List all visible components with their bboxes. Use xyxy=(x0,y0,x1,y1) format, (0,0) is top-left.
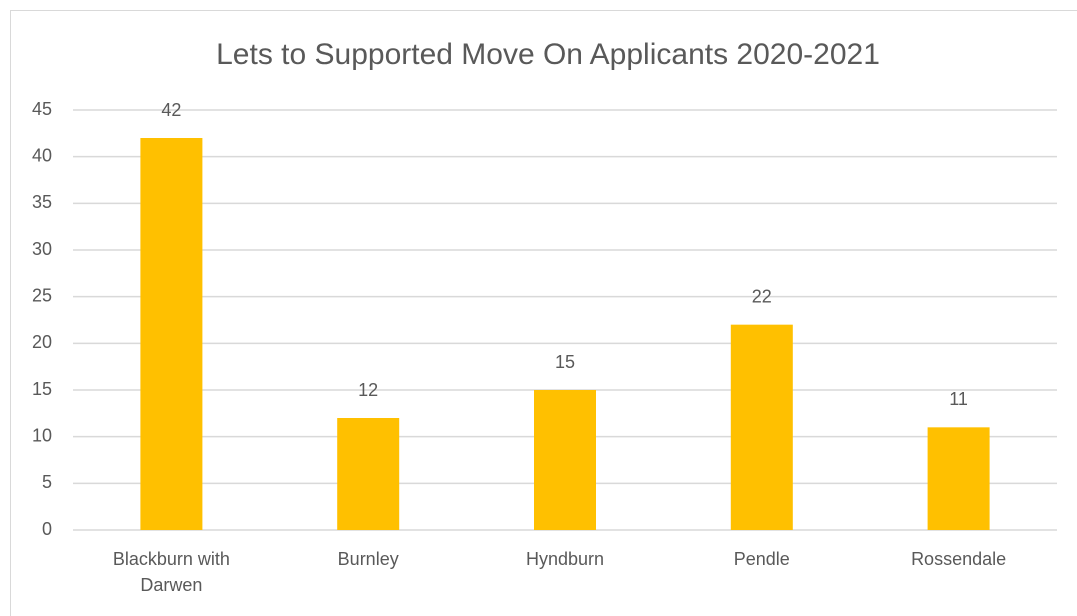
y-tick-label: 40 xyxy=(32,145,52,165)
x-tick-label: Blackburn with Darwen xyxy=(112,549,230,595)
y-tick-label: 25 xyxy=(32,285,52,305)
data-label: 12 xyxy=(358,380,378,400)
chart-title: Lets to Supported Move On Applicants 202… xyxy=(216,38,880,71)
y-tick-label: 10 xyxy=(32,425,52,445)
y-tick-label: 45 xyxy=(32,99,52,119)
data-label: 11 xyxy=(949,389,968,409)
bar xyxy=(730,324,793,530)
y-tick-label: 0 xyxy=(42,519,52,539)
data-label: 22 xyxy=(752,286,772,306)
x-tick-label: Pendle xyxy=(733,549,790,569)
x-tick-label: Rossendale xyxy=(911,549,1007,569)
y-tick-label: 30 xyxy=(32,239,52,259)
data-label: 15 xyxy=(555,352,575,372)
y-tick-label: 20 xyxy=(32,332,52,352)
x-tick-label: Hyndburn xyxy=(525,549,605,569)
bar xyxy=(140,138,203,530)
bar xyxy=(337,418,400,530)
bar xyxy=(927,427,990,530)
y-tick-label: 15 xyxy=(32,379,52,399)
x-tick-label: Burnley xyxy=(337,549,399,569)
data-label: 42 xyxy=(161,100,181,120)
bar xyxy=(534,390,596,530)
y-tick-label: 35 xyxy=(32,192,52,212)
y-tick-label: 5 xyxy=(42,472,52,492)
